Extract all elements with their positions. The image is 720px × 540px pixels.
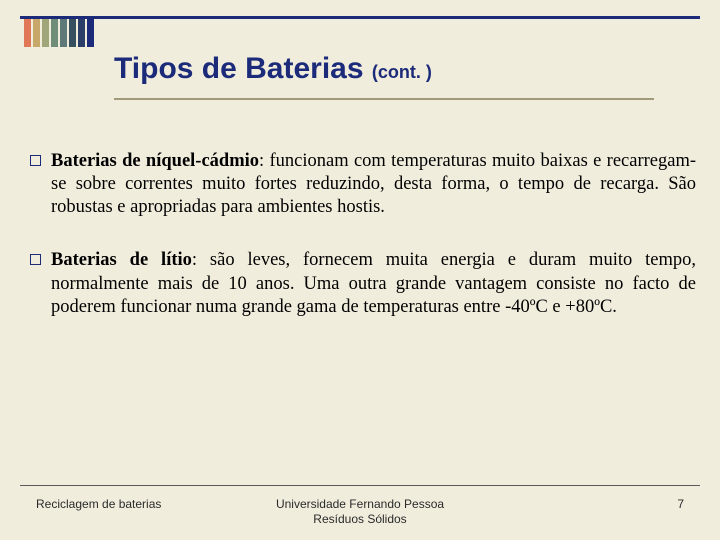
deco-bar: [51, 19, 58, 47]
deco-bar: [69, 19, 76, 47]
footer-center-line1: Universidade Fernando Pessoa: [252, 497, 468, 513]
decorative-bars: [24, 19, 94, 47]
bullet-text: Baterias de níquel-cádmio: funcionam com…: [51, 150, 696, 219]
title-main: Tipos de Baterias: [114, 52, 372, 85]
bullet-marker-icon: [30, 254, 41, 265]
bullet-text: Baterias de lítio: são leves, fornecem m…: [51, 249, 696, 318]
footer-center: Universidade Fernando Pessoa Resíduos Só…: [252, 497, 468, 528]
footer-left: Reciclagem de baterias: [36, 497, 252, 511]
footer: Reciclagem de baterias Universidade Fern…: [36, 497, 684, 528]
bullet-bold: Baterias de lítio: [51, 250, 192, 270]
content-area: Baterias de níquel-cádmio: funcionam com…: [30, 150, 696, 349]
footer-center-line2: Resíduos Sólidos: [252, 512, 468, 528]
bullet-item: Baterias de lítio: são leves, fornecem m…: [30, 249, 696, 318]
top-border: [20, 16, 700, 19]
bullet-item: Baterias de níquel-cádmio: funcionam com…: [30, 150, 696, 219]
footer-divider: [20, 485, 700, 486]
slide: Tipos de Baterias (cont. ) Baterias de n…: [0, 0, 720, 540]
deco-bar: [87, 19, 94, 47]
page-number: 7: [468, 497, 684, 511]
deco-bar: [78, 19, 85, 47]
deco-bar: [24, 19, 31, 47]
deco-bar: [60, 19, 67, 47]
title-continuation: (cont. ): [372, 62, 432, 82]
bullet-bold: Baterias de níquel-cádmio: [51, 151, 259, 171]
title-underline: [114, 98, 654, 100]
deco-bar: [42, 19, 49, 47]
slide-title: Tipos de Baterias (cont. ): [114, 52, 690, 86]
deco-bar: [33, 19, 40, 47]
bullet-marker-icon: [30, 155, 41, 166]
